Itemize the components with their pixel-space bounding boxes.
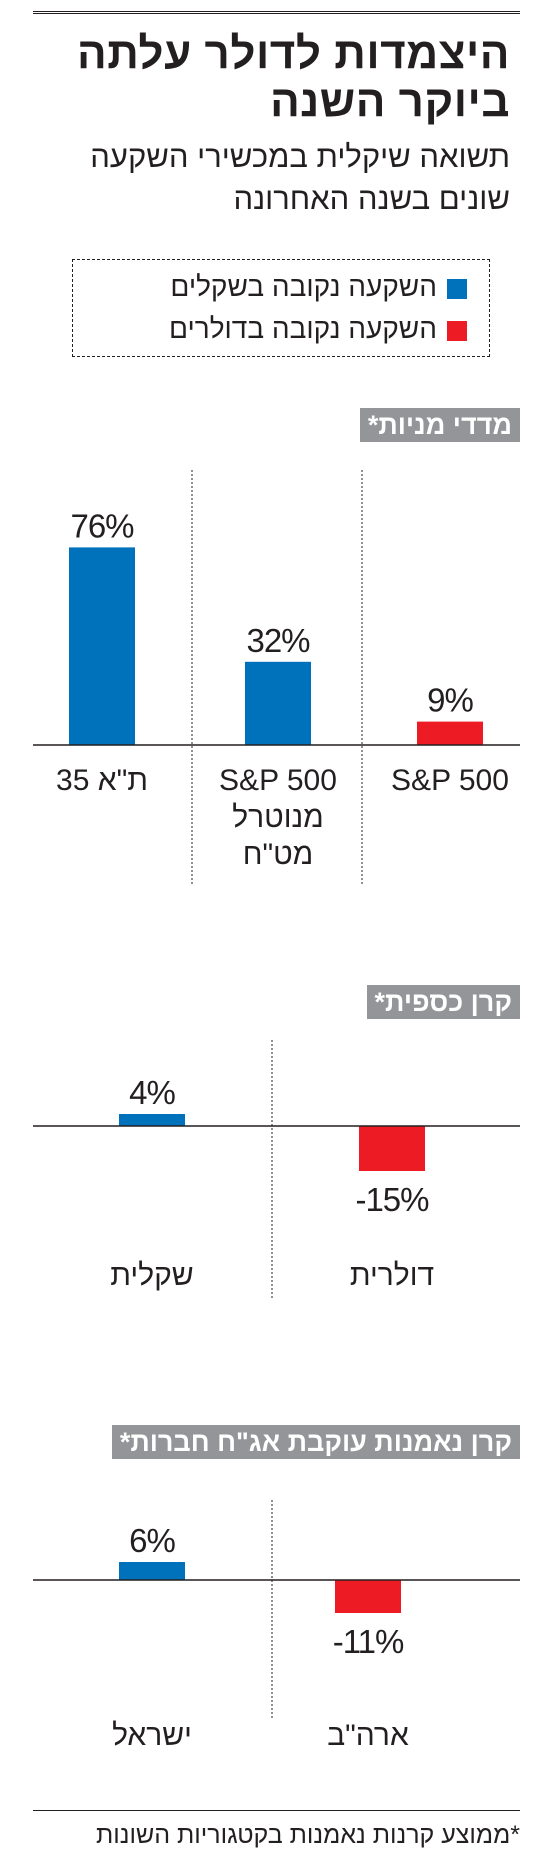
bar-bonds-1 (335, 1580, 401, 1613)
chart-title: היצמדות לדולר עלתה ביוקר השנה (0, 30, 510, 126)
chart-subtitle: תשואה שיקלית במכשירי השקעה שונים בשנה הא… (0, 136, 510, 220)
legend-swatch-shekel (447, 278, 467, 299)
data-label-bonds-0: 6% (129, 1522, 175, 1559)
category-label-stocks-1-0: S&P 500 (219, 764, 337, 797)
category-label-stocks-2-0: S&P 500 (391, 764, 509, 797)
legend-label-shekel: השקעה נקובה בשקלים (170, 271, 437, 302)
category-label-stocks-1-1: מנוטרל (232, 801, 324, 834)
category-label-stocks-1-2: מט"ח (243, 838, 314, 871)
section-header-stock-indices: מדדי מניות* (359, 408, 520, 442)
title-line-2: ביוקר השנה (270, 77, 510, 126)
subtitle-line-2: שונים בשנה האחרונה (233, 181, 510, 216)
data-label-money-market-1: -15% (355, 1181, 429, 1218)
category-label-bonds-1-0: ארה"ב (327, 1719, 409, 1752)
data-label-money-market-0: 4% (129, 1074, 175, 1111)
bar-bonds-0 (119, 1562, 185, 1580)
legend-label-dollar: השקעה נקובה בדולרים (169, 313, 437, 344)
subtitle-line-1: תשואה שיקלית במכשירי השקעה (90, 139, 510, 174)
bar-money-market-1 (359, 1126, 425, 1171)
legend-item-shekel: השקעה נקובה בשקלים (170, 271, 467, 303)
category-label-money-market-0-0: שקלית (110, 1259, 193, 1292)
data-label-stocks-0: 76% (70, 507, 134, 544)
footnote: *ממוצע קרנות נאמנות בקטגוריות השונות (95, 1821, 520, 1849)
bar-stocks-0 (69, 547, 135, 745)
category-label-money-market-1-0: דולרית (350, 1259, 434, 1292)
data-label-bonds-1: -11% (333, 1623, 404, 1660)
section-header-money-market: קרן כספית* (366, 985, 520, 1019)
legend-item-dollar: השקעה נקובה בדולרים (169, 313, 467, 345)
bottom-rule (33, 1810, 520, 1811)
section-header-corporate-bonds: קרן נאמנות עוקבת אג"ח חברות* (111, 1425, 520, 1459)
bar-stocks-2 (417, 721, 483, 745)
bar-money-market-0 (119, 1114, 185, 1126)
data-label-stocks-2: 9% (427, 682, 473, 719)
category-label-stocks-0-0: ת"א 35 (56, 764, 148, 797)
bar-stocks-1 (245, 661, 311, 745)
legend: השקעה נקובה בשקלים השקעה נקובה בדולרים (72, 259, 490, 357)
title-line-1: היצמדות לדולר עלתה (76, 29, 510, 78)
legend-swatch-dollar (447, 320, 467, 341)
data-label-stocks-1: 32% (246, 622, 310, 659)
category-label-bonds-0-0: ישראל (112, 1719, 192, 1752)
top-rule (33, 11, 520, 14)
